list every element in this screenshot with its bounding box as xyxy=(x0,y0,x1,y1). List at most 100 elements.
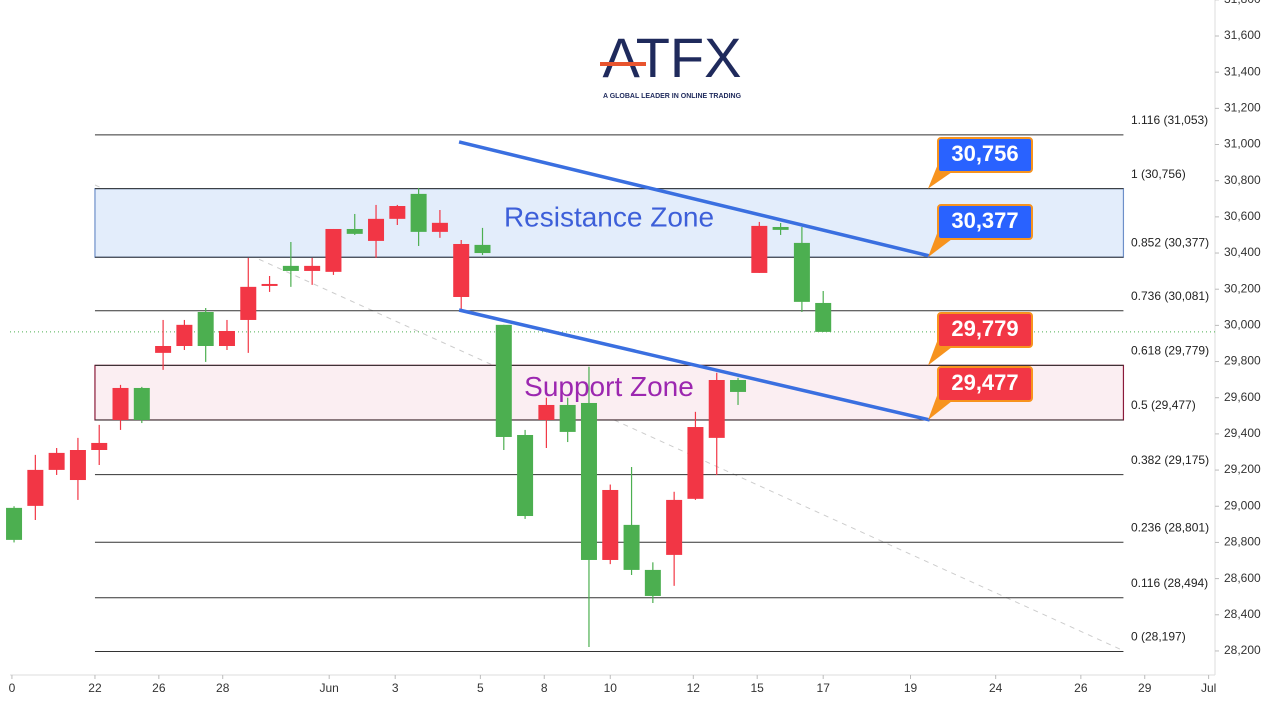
y-tick-label: 29,200 xyxy=(1224,462,1261,476)
candle-body xyxy=(240,286,257,320)
x-tick-label: 3 xyxy=(392,681,399,695)
candle-body xyxy=(48,452,65,470)
trendline xyxy=(458,140,931,258)
candle-body xyxy=(69,450,86,481)
candle-body xyxy=(176,324,193,347)
y-tick-label: 29,000 xyxy=(1224,498,1261,512)
y-tick-label: 31,600 xyxy=(1224,28,1261,42)
candle-body xyxy=(580,402,597,560)
candle-body xyxy=(495,324,512,437)
candle-body xyxy=(623,524,640,570)
x-tick-label: 12 xyxy=(687,681,701,695)
candle-body xyxy=(453,243,470,297)
y-tick-label: 28,200 xyxy=(1224,643,1261,657)
x-tick-label: 24 xyxy=(989,681,1003,695)
callout-box xyxy=(937,137,1033,173)
x-tick-label: 19 xyxy=(904,681,918,695)
candle-body xyxy=(112,387,129,420)
candle-body xyxy=(751,225,768,273)
callout-label: 29,477 xyxy=(951,370,1018,395)
candle-body xyxy=(218,330,235,347)
fib-label: 0 (28,197) xyxy=(1131,630,1186,644)
candle-body xyxy=(431,222,448,232)
logo: ATFX A GLOBAL LEADER IN ONLINE TRADING xyxy=(600,26,742,100)
y-tick-label: 29,600 xyxy=(1224,390,1261,404)
x-tick-label: 0 xyxy=(9,681,16,695)
x-tick-label: 28 xyxy=(216,681,230,695)
callout-box xyxy=(937,366,1033,402)
x-tick-label: 22 xyxy=(88,681,102,695)
y-tick-label: 30,200 xyxy=(1224,281,1261,295)
x-tick-label: 10 xyxy=(604,681,618,695)
candle-body xyxy=(410,193,427,232)
y-tick-label: 31,400 xyxy=(1224,64,1261,78)
candle-body xyxy=(6,507,23,540)
candle-body xyxy=(91,442,108,450)
candle-body xyxy=(325,228,342,272)
candle-body xyxy=(559,404,576,432)
y-tick-label: 28,800 xyxy=(1224,535,1261,549)
x-tick-label: 29 xyxy=(1138,681,1152,695)
y-tick-label: 30,000 xyxy=(1224,318,1261,332)
callout-label: 30,377 xyxy=(951,208,1018,233)
candle-body xyxy=(474,244,491,254)
fib-label: 1 (30,756) xyxy=(1131,167,1186,181)
candle-body xyxy=(815,302,832,332)
callout-label: 29,779 xyxy=(951,316,1018,341)
candle-body xyxy=(389,206,406,219)
y-tick-label: 30,400 xyxy=(1224,245,1261,259)
candle-body xyxy=(368,218,385,241)
candle-body xyxy=(517,434,534,517)
candle-body xyxy=(197,311,214,347)
x-tick-label: 26 xyxy=(1074,681,1088,695)
candle-body xyxy=(261,283,278,286)
candle-body xyxy=(304,265,321,271)
candle-body xyxy=(282,265,299,271)
y-tick-label: 28,600 xyxy=(1224,571,1261,585)
x-tick-label: 8 xyxy=(541,681,548,695)
callout-label: 30,756 xyxy=(951,141,1018,166)
zone-label: Resistance Zone xyxy=(504,201,714,232)
trendline xyxy=(458,308,931,422)
x-tick-label: 5 xyxy=(477,681,484,695)
x-tick-label: Jul xyxy=(1201,681,1216,695)
x-tick-label: Jun xyxy=(320,681,339,695)
candle-body xyxy=(666,499,683,555)
candle-body xyxy=(538,404,555,420)
fib-label: 0.618 (29,779) xyxy=(1131,344,1209,358)
fib-label: 0.116 (28,494) xyxy=(1131,576,1208,590)
candle-body xyxy=(687,427,704,499)
x-tick-label: 26 xyxy=(152,681,166,695)
candle-body xyxy=(708,380,725,438)
x-tick-label: 17 xyxy=(817,681,831,695)
candle-body xyxy=(730,380,747,392)
candle-body xyxy=(644,569,661,596)
fib-label: 0.382 (29,175) xyxy=(1131,453,1209,467)
logo-name: ATFX xyxy=(603,26,742,89)
y-tick-label: 28,400 xyxy=(1224,607,1261,621)
fib-label: 0.236 (28,801) xyxy=(1131,520,1209,534)
y-tick-label: 31,000 xyxy=(1224,137,1261,151)
candle-body xyxy=(133,387,150,420)
logo-accent xyxy=(600,62,646,66)
y-tick-label: 31,200 xyxy=(1224,101,1261,115)
candle-body xyxy=(27,469,44,506)
y-tick-label: 30,800 xyxy=(1224,173,1261,187)
callout-box xyxy=(937,204,1033,240)
y-tick-label: 31,800 xyxy=(1224,0,1261,6)
candle-body xyxy=(602,489,619,560)
candle-body xyxy=(155,346,172,353)
candle-body xyxy=(346,228,363,234)
y-tick-label: 29,800 xyxy=(1224,354,1261,368)
y-tick-label: 29,400 xyxy=(1224,426,1261,440)
logo-tagline: A GLOBAL LEADER IN ONLINE TRADING xyxy=(603,93,742,100)
fib-label: 1.116 (31,053) xyxy=(1131,113,1208,127)
y-tick-label: 30,600 xyxy=(1224,209,1261,223)
candle-body xyxy=(772,226,789,230)
callout-box xyxy=(937,312,1033,348)
candle-body xyxy=(793,242,810,302)
fib-label: 0.5 (29,477) xyxy=(1131,398,1196,412)
fib-label: 0.736 (30,081) xyxy=(1131,289,1209,303)
